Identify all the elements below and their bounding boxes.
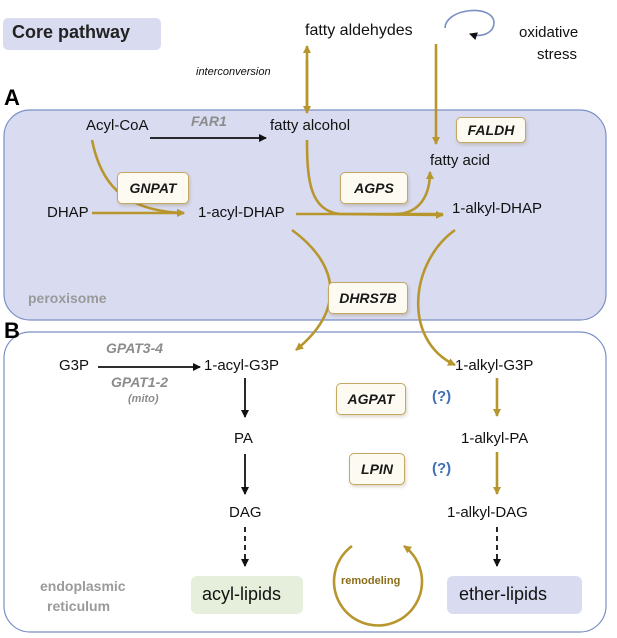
acyl-lipids-label: acyl-lipids [202,584,282,604]
acyl-lipids-background [191,576,303,614]
acyl-g3p-label: 1-acyl-G3P [204,357,280,374]
arrow-alkyldhap-to-alkylg3p [416,228,456,367]
lpin-enzyme-box: LPIN [349,453,405,485]
er-label-line2: reticulum [47,598,111,614]
title-background [3,18,161,50]
dag-label: DAG [229,504,262,521]
black-arrows [98,134,501,567]
remodeling-cycle [332,544,424,627]
far1-enzyme-label: FAR1 [191,113,227,129]
er-label-line1: endoplasmic [40,578,126,594]
dhrs7b-enzyme-box: DHRS7B [328,282,408,314]
interconversion-label: interconversion [196,66,271,78]
acyl-coa-label: Acyl-CoA [86,117,149,134]
ether-lipids-label: ether-lipids [459,584,548,604]
unknown-enzyme-mark-1: (?) [432,388,452,405]
mito-label: (mito) [128,393,159,405]
dhap-label: DHAP [47,204,89,221]
acyl-dhap-label: 1-acyl-DHAP [198,204,285,221]
alkyl-dag-label: 1-alkyl-DAG [447,504,528,521]
arrow-agps-to-fatty-acid [394,171,434,216]
remodeling-label: remodeling [341,575,401,587]
oxidative-stress-label-line1: oxidative [519,24,579,41]
peroxisome-label: peroxisome [28,290,107,306]
unknown-enzyme-mark-2: (?) [432,460,452,477]
gnpat-enzyme-box: GNPAT [117,172,189,204]
oxidative-stress-label-line2: stress [537,46,578,63]
er-compartment [3,331,607,633]
panel-label-b: B [4,318,20,343]
ether-lipids-background [447,576,582,614]
pa-label: PA [234,430,253,447]
page-title: Core pathway [12,22,131,42]
agps-enzyme-box: AGPS [340,172,408,204]
g3p-label: G3P [59,357,90,374]
alkyl-pa-label: 1-alkyl-PA [461,430,529,447]
fatty-alcohol-label: fatty alcohol [270,117,351,134]
faldh-enzyme-box: FALDH [456,117,526,143]
fatty-aldehydes-label: fatty aldehydes [305,22,413,39]
gold-arrows [90,44,501,627]
oxidative-stress-cycle-arrow [444,9,495,41]
gpat12-enzyme-label: GPAT1-2 [111,374,169,390]
alkyl-dhap-label: 1-alkyl-DHAP [452,200,543,217]
fatty-acid-label: fatty acid [430,152,491,169]
panel-label-a: A [4,85,20,110]
agpat-enzyme-box: AGPAT [336,383,406,415]
alkyl-g3p-label: 1-alkyl-G3P [455,357,534,374]
gpat34-enzyme-label: GPAT3-4 [106,340,164,356]
